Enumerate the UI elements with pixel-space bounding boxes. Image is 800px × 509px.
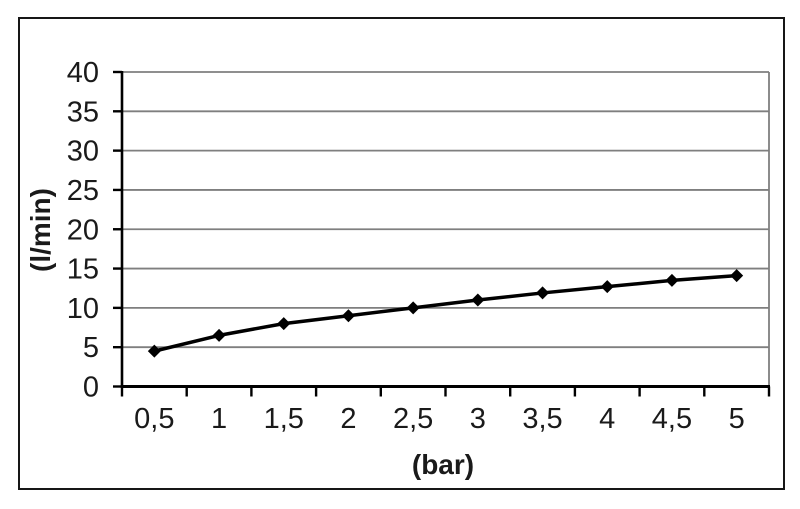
data-point-marker: [536, 286, 550, 300]
gridlines-group: [122, 71, 770, 387]
chart-frame: [18, 17, 785, 490]
y-tick-label: 15: [67, 254, 99, 286]
data-series-group: [147, 269, 744, 358]
x-tick-label: 5: [729, 403, 745, 435]
x-tick-label: 1: [211, 403, 227, 435]
data-point-marker: [406, 301, 420, 315]
y-tick-label: 40: [67, 57, 99, 89]
data-series-line: [153, 273, 737, 353]
y-tick-label: 0: [83, 372, 99, 404]
tick-labels-group: 0 5 10 15 20 25 30 35 40 0,5 1 1,5 2 2,5 3 3,5 4 4,5 5: [67, 57, 745, 435]
x-tick-label: 0,5: [134, 403, 174, 435]
data-point-marker: [147, 344, 161, 358]
data-point-marker: [665, 273, 679, 287]
data-point-marker: [277, 317, 291, 331]
data-point-marker: [341, 309, 355, 323]
x-tick-label: 2,5: [393, 403, 433, 435]
y-tick-label: 20: [67, 214, 99, 246]
y-tick-label: 10: [67, 293, 99, 325]
y-axis-title: (l/min): [25, 188, 56, 272]
x-tick-label: 1,5: [264, 403, 304, 435]
data-point-marker: [471, 293, 485, 307]
y-tick-label: 25: [67, 175, 99, 207]
x-tick-label: 2: [340, 403, 356, 435]
x-tick-label: 3: [470, 403, 486, 435]
x-tick-label: 3,5: [522, 403, 562, 435]
data-point-marker: [212, 328, 226, 342]
data-point-marker: [600, 280, 614, 294]
x-tick-label: 4,5: [652, 403, 692, 435]
data-point-marker: [730, 269, 744, 283]
tick-marks-group: [113, 70, 771, 397]
y-tick-label: 5: [83, 332, 99, 364]
y-tick-label: 35: [67, 96, 99, 128]
x-axis-title: (bar): [412, 449, 474, 480]
x-tick-label: 4: [599, 403, 615, 435]
y-tick-label: 30: [67, 136, 99, 168]
